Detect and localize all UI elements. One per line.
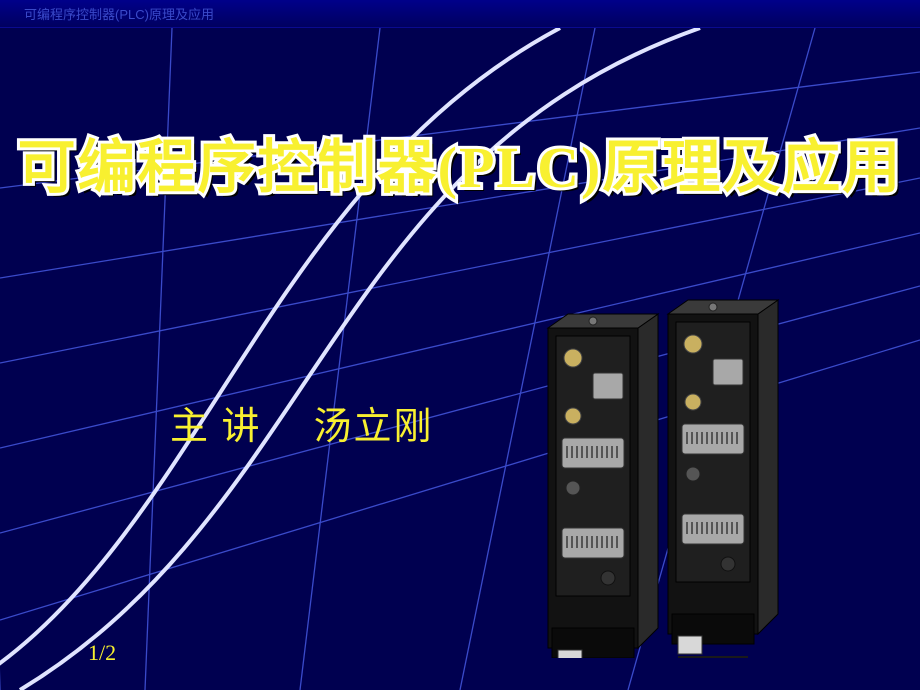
page-number: 1/2 (88, 640, 116, 666)
lecturer-name: 汤立刚 (314, 406, 434, 448)
header-bar: 可编程序控制器(PLC)原理及应用 (0, 0, 920, 28)
main-title: 可编程序控制器(PLC)原理及应用 可编程序控制器(PLC)原理及应用 可编程序… (0, 120, 920, 204)
lecturer-line: 主 讲 汤立刚 (170, 395, 434, 450)
lecturer-label: 主 讲 (170, 406, 262, 448)
plc-device-image (538, 278, 808, 658)
header-breadcrumb: 可编程序控制器(PLC)原理及应用 (24, 4, 214, 23)
title-fill: 可编程序控制器(PLC)原理及应用 (18, 135, 903, 200)
